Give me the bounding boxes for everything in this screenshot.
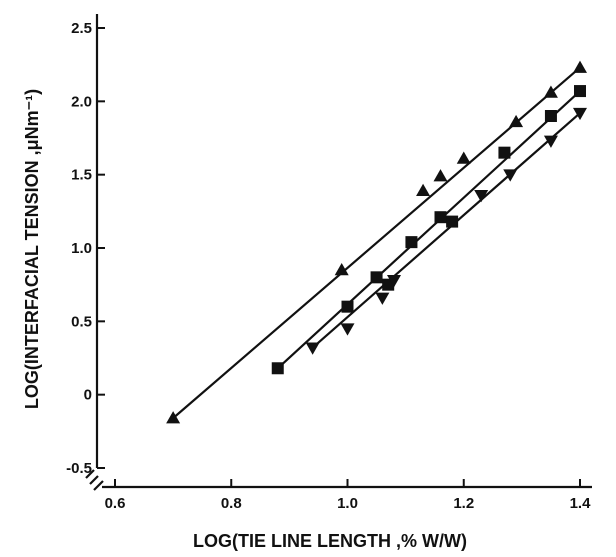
- x-tick-label: 1.0: [337, 495, 358, 512]
- fit-line-series-3: [311, 112, 581, 349]
- y-tick-label: 1.0: [71, 240, 92, 257]
- data-point-series-1: [416, 183, 431, 197]
- data-point-series-2: [271, 362, 284, 375]
- data-point-series-1: [334, 263, 349, 276]
- data-point-series-1: [166, 411, 181, 424]
- data-point-series-2: [446, 215, 459, 228]
- y-tick-label: 2.5: [71, 20, 92, 37]
- data-point-series-1: [509, 114, 524, 128]
- data-point-series-2: [544, 110, 557, 122]
- data-point-series-3: [474, 189, 489, 203]
- axes: [85, 14, 592, 491]
- data-point-series-2: [434, 211, 447, 224]
- y-tick-label: 1.5: [71, 167, 92, 184]
- data-point-series-1: [433, 169, 448, 182]
- y-tick-label: 2.0: [71, 93, 92, 110]
- x-tick-label: 0.8: [221, 495, 242, 512]
- data-point-series-3: [543, 135, 558, 148]
- data-point-series-2: [341, 300, 354, 313]
- data-points: [166, 60, 587, 424]
- data-point-series-3: [573, 107, 587, 121]
- data-point-series-3: [503, 169, 518, 182]
- data-point-series-3: [375, 292, 390, 305]
- x-ticks: 0.6 0.8 1.0 1.2 1.4: [105, 479, 592, 512]
- x-axis-title: LOG(TIE LINE LENGTH ,% W/W): [193, 531, 467, 551]
- y-tick-label: 0: [84, 387, 92, 404]
- data-point-series-3: [305, 342, 320, 355]
- data-point-series-1: [456, 151, 471, 164]
- x-tick-label: 1.4: [570, 495, 592, 512]
- data-point-series-3: [387, 275, 401, 288]
- data-point-series-1: [573, 60, 587, 73]
- data-point-series-3: [340, 323, 355, 336]
- x-tick-label: 1.2: [453, 495, 474, 512]
- data-point-series-2: [405, 236, 418, 249]
- x-axis-break-icon: [85, 469, 104, 491]
- data-point-series-2: [370, 271, 383, 284]
- x-tick-label: 0.6: [105, 495, 126, 512]
- y-tick-label: -0.5: [66, 460, 92, 477]
- y-tick-label: 0.5: [71, 313, 92, 330]
- y-ticks: -0.5 0 0.5 1.0 1.5 2.0 2.5: [66, 20, 105, 477]
- fit-line-series-2: [277, 90, 581, 370]
- data-point-series-2: [498, 146, 511, 159]
- data-point-series-2: [574, 85, 586, 98]
- y-axis-title: LOG(INTERFACIAL TENSION ,μNm⁻¹): [22, 89, 42, 409]
- data-point-series-1: [543, 85, 558, 98]
